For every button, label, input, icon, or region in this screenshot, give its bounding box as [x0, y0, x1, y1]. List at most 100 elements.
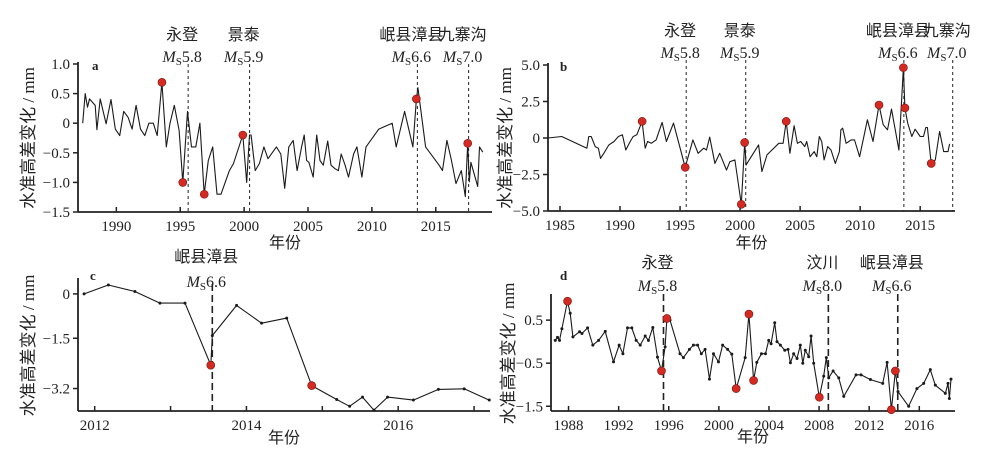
magnitude-symbol: M	[659, 45, 675, 62]
anomaly-point	[662, 314, 672, 323]
magnitude-symbol: M	[223, 49, 239, 66]
anomaly-point	[781, 117, 791, 126]
data-point	[617, 343, 621, 347]
anomaly-point	[740, 138, 749, 147]
magnitude-value: 6.6	[891, 278, 911, 295]
series-line	[83, 284, 490, 411]
y-tick-label: 0	[533, 131, 541, 147]
event-magnitude: MS6.6	[391, 49, 431, 68]
data-point	[556, 335, 560, 339]
data-point	[597, 338, 601, 342]
data-point	[807, 355, 811, 359]
data-point	[158, 301, 162, 305]
anomaly-point	[178, 178, 188, 187]
data-point	[837, 376, 841, 380]
data-point	[786, 347, 790, 351]
data-point	[947, 397, 951, 401]
data-point	[678, 352, 682, 356]
anomaly-point	[463, 139, 473, 148]
earthquake-event: 岷县漳县 MS6.6	[866, 22, 930, 211]
event-magnitude: MS6.6	[877, 45, 917, 64]
magnitude-subscript: S	[733, 52, 739, 64]
magnitude-value: 5.8	[657, 278, 677, 295]
data-point	[726, 347, 730, 351]
x-tick-label: 1990	[605, 218, 635, 234]
series-line	[554, 300, 952, 411]
data-point	[571, 335, 575, 339]
data-point	[386, 395, 390, 399]
series-line	[548, 67, 951, 205]
event-name: 永登	[641, 254, 673, 272]
data-point	[822, 374, 826, 378]
data-point	[106, 283, 110, 287]
anomaly-point	[637, 117, 647, 126]
magnitude-symbol: M	[802, 278, 818, 295]
magnitude-value: 5.9	[739, 45, 759, 62]
magnitude-value: 6.6	[206, 274, 226, 291]
magnitude-subscript: S	[816, 285, 822, 297]
data-point	[663, 345, 667, 349]
event-magnitude: MS5.9	[719, 45, 759, 64]
data-point	[553, 338, 557, 342]
y-axis-label: 水准高差变化 / mm	[499, 283, 518, 425]
magnitude-symbol: M	[719, 45, 735, 62]
anomaly-point	[926, 159, 936, 168]
data-point	[372, 408, 376, 412]
magnitude-subscript: S	[674, 52, 680, 64]
event-name: 汶川	[806, 254, 838, 272]
magnitude-symbol: M	[391, 49, 407, 66]
data-point	[946, 381, 950, 385]
panel-label: b	[560, 59, 567, 74]
anomaly-point	[900, 103, 910, 113]
event-name: 岷县漳县	[174, 248, 238, 266]
data-point	[651, 325, 655, 329]
event-name: 永登	[166, 26, 198, 44]
x-tick-label: 2004	[754, 418, 785, 434]
panel-b: 5.0 2.5 0 −2.5 −5.0 1985 1990 1995 2000 2005 2010 2…	[496, 22, 971, 252]
x-axis-label: 年份	[735, 234, 767, 252]
panel-label: c	[90, 268, 96, 283]
data-point	[775, 340, 779, 344]
x-tick-label: 2014	[231, 418, 262, 434]
data-point	[612, 360, 616, 364]
earthquake-event: 岷县漳县 MS6.6	[860, 254, 924, 411]
data-point	[361, 395, 365, 399]
x-tick-label: 1988	[554, 418, 584, 434]
x-tick-label: 1990	[101, 219, 131, 235]
x-tick-label: 2000	[725, 218, 755, 234]
anomaly-point	[744, 309, 754, 319]
y-axis-label: 水准高差变化 / mm	[19, 67, 38, 209]
event-magnitude: MS5.8	[659, 45, 699, 64]
data-point	[260, 321, 264, 325]
data-point	[82, 292, 86, 296]
x-tick-label: 2010	[845, 218, 875, 234]
data-point	[812, 361, 816, 365]
magnitude-value: 5.9	[243, 49, 263, 66]
x-tick-label: 2008	[804, 418, 834, 434]
data-point	[842, 394, 846, 398]
magnitude-subscript: S	[456, 56, 462, 68]
anomaly-point	[899, 63, 908, 72]
data-point	[809, 334, 813, 338]
anomaly-point	[157, 78, 167, 87]
y-tick-label: 0.5	[524, 313, 543, 329]
data-point	[711, 352, 715, 356]
event-magnitude: MS5.8	[161, 49, 201, 68]
event-name: 景泰	[724, 22, 756, 40]
y-tick-label: −1.5	[516, 399, 543, 415]
data-point	[730, 352, 734, 356]
event-magnitude: MS7.0	[442, 49, 482, 68]
earthquake-event: 永登 MS5.8	[637, 254, 677, 411]
anomaly-point	[238, 130, 248, 140]
data-point	[681, 356, 685, 360]
x-tick-label: 1995	[165, 219, 195, 235]
data-point	[896, 390, 900, 394]
anomaly-point	[412, 94, 421, 104]
magnitude-subscript: S	[237, 56, 243, 68]
y-tick-label: −1.0	[43, 175, 70, 191]
data-point	[716, 360, 720, 364]
anomaly-point	[731, 384, 741, 393]
x-tick-label: 2016	[904, 418, 935, 434]
y-tick-label: −2.5	[513, 168, 540, 184]
data-point	[133, 290, 137, 294]
